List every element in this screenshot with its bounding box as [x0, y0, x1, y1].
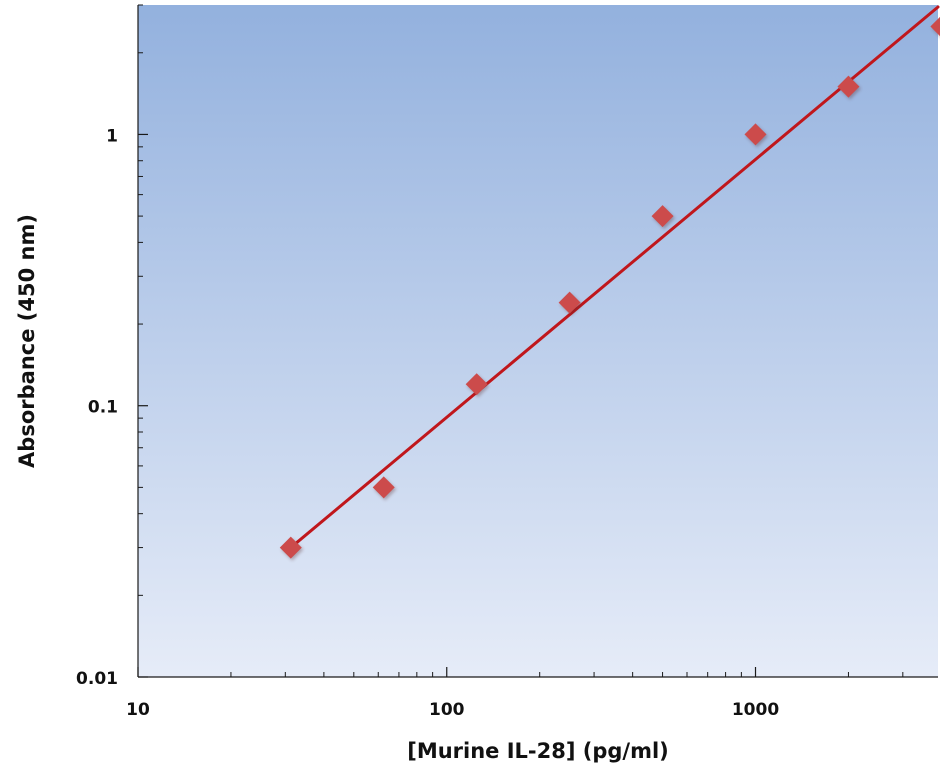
data-point	[651, 205, 674, 228]
fit-line-layer	[289, 5, 940, 550]
x-tick-labels: 10 100 1000	[126, 700, 779, 720]
y-tick-label: 0.1	[88, 398, 118, 418]
points-layer	[279, 16, 940, 561]
data-point	[279, 536, 302, 559]
x-tick-label: 1000	[732, 700, 779, 720]
data-point	[372, 476, 395, 499]
y-tick-label: 0.01	[76, 669, 118, 689]
minor-ticks	[138, 4, 904, 677]
data-point	[930, 16, 940, 37]
y-tick-labels: 0.01 0.1 1	[76, 126, 118, 689]
x-axis-title: [Murine IL-28] (pg/ml)	[407, 739, 669, 763]
data-point	[558, 291, 581, 314]
x-tick-label: 100	[429, 700, 465, 720]
axes	[137, 5, 938, 678]
data-point	[837, 75, 860, 98]
y-tick-label: 1	[106, 126, 118, 146]
data-point	[744, 123, 767, 146]
data-point	[465, 373, 488, 396]
x-tick-label: 10	[126, 700, 150, 720]
y-axis-title: Absorbance (450 nm)	[15, 214, 39, 468]
fit-line	[289, 5, 940, 550]
